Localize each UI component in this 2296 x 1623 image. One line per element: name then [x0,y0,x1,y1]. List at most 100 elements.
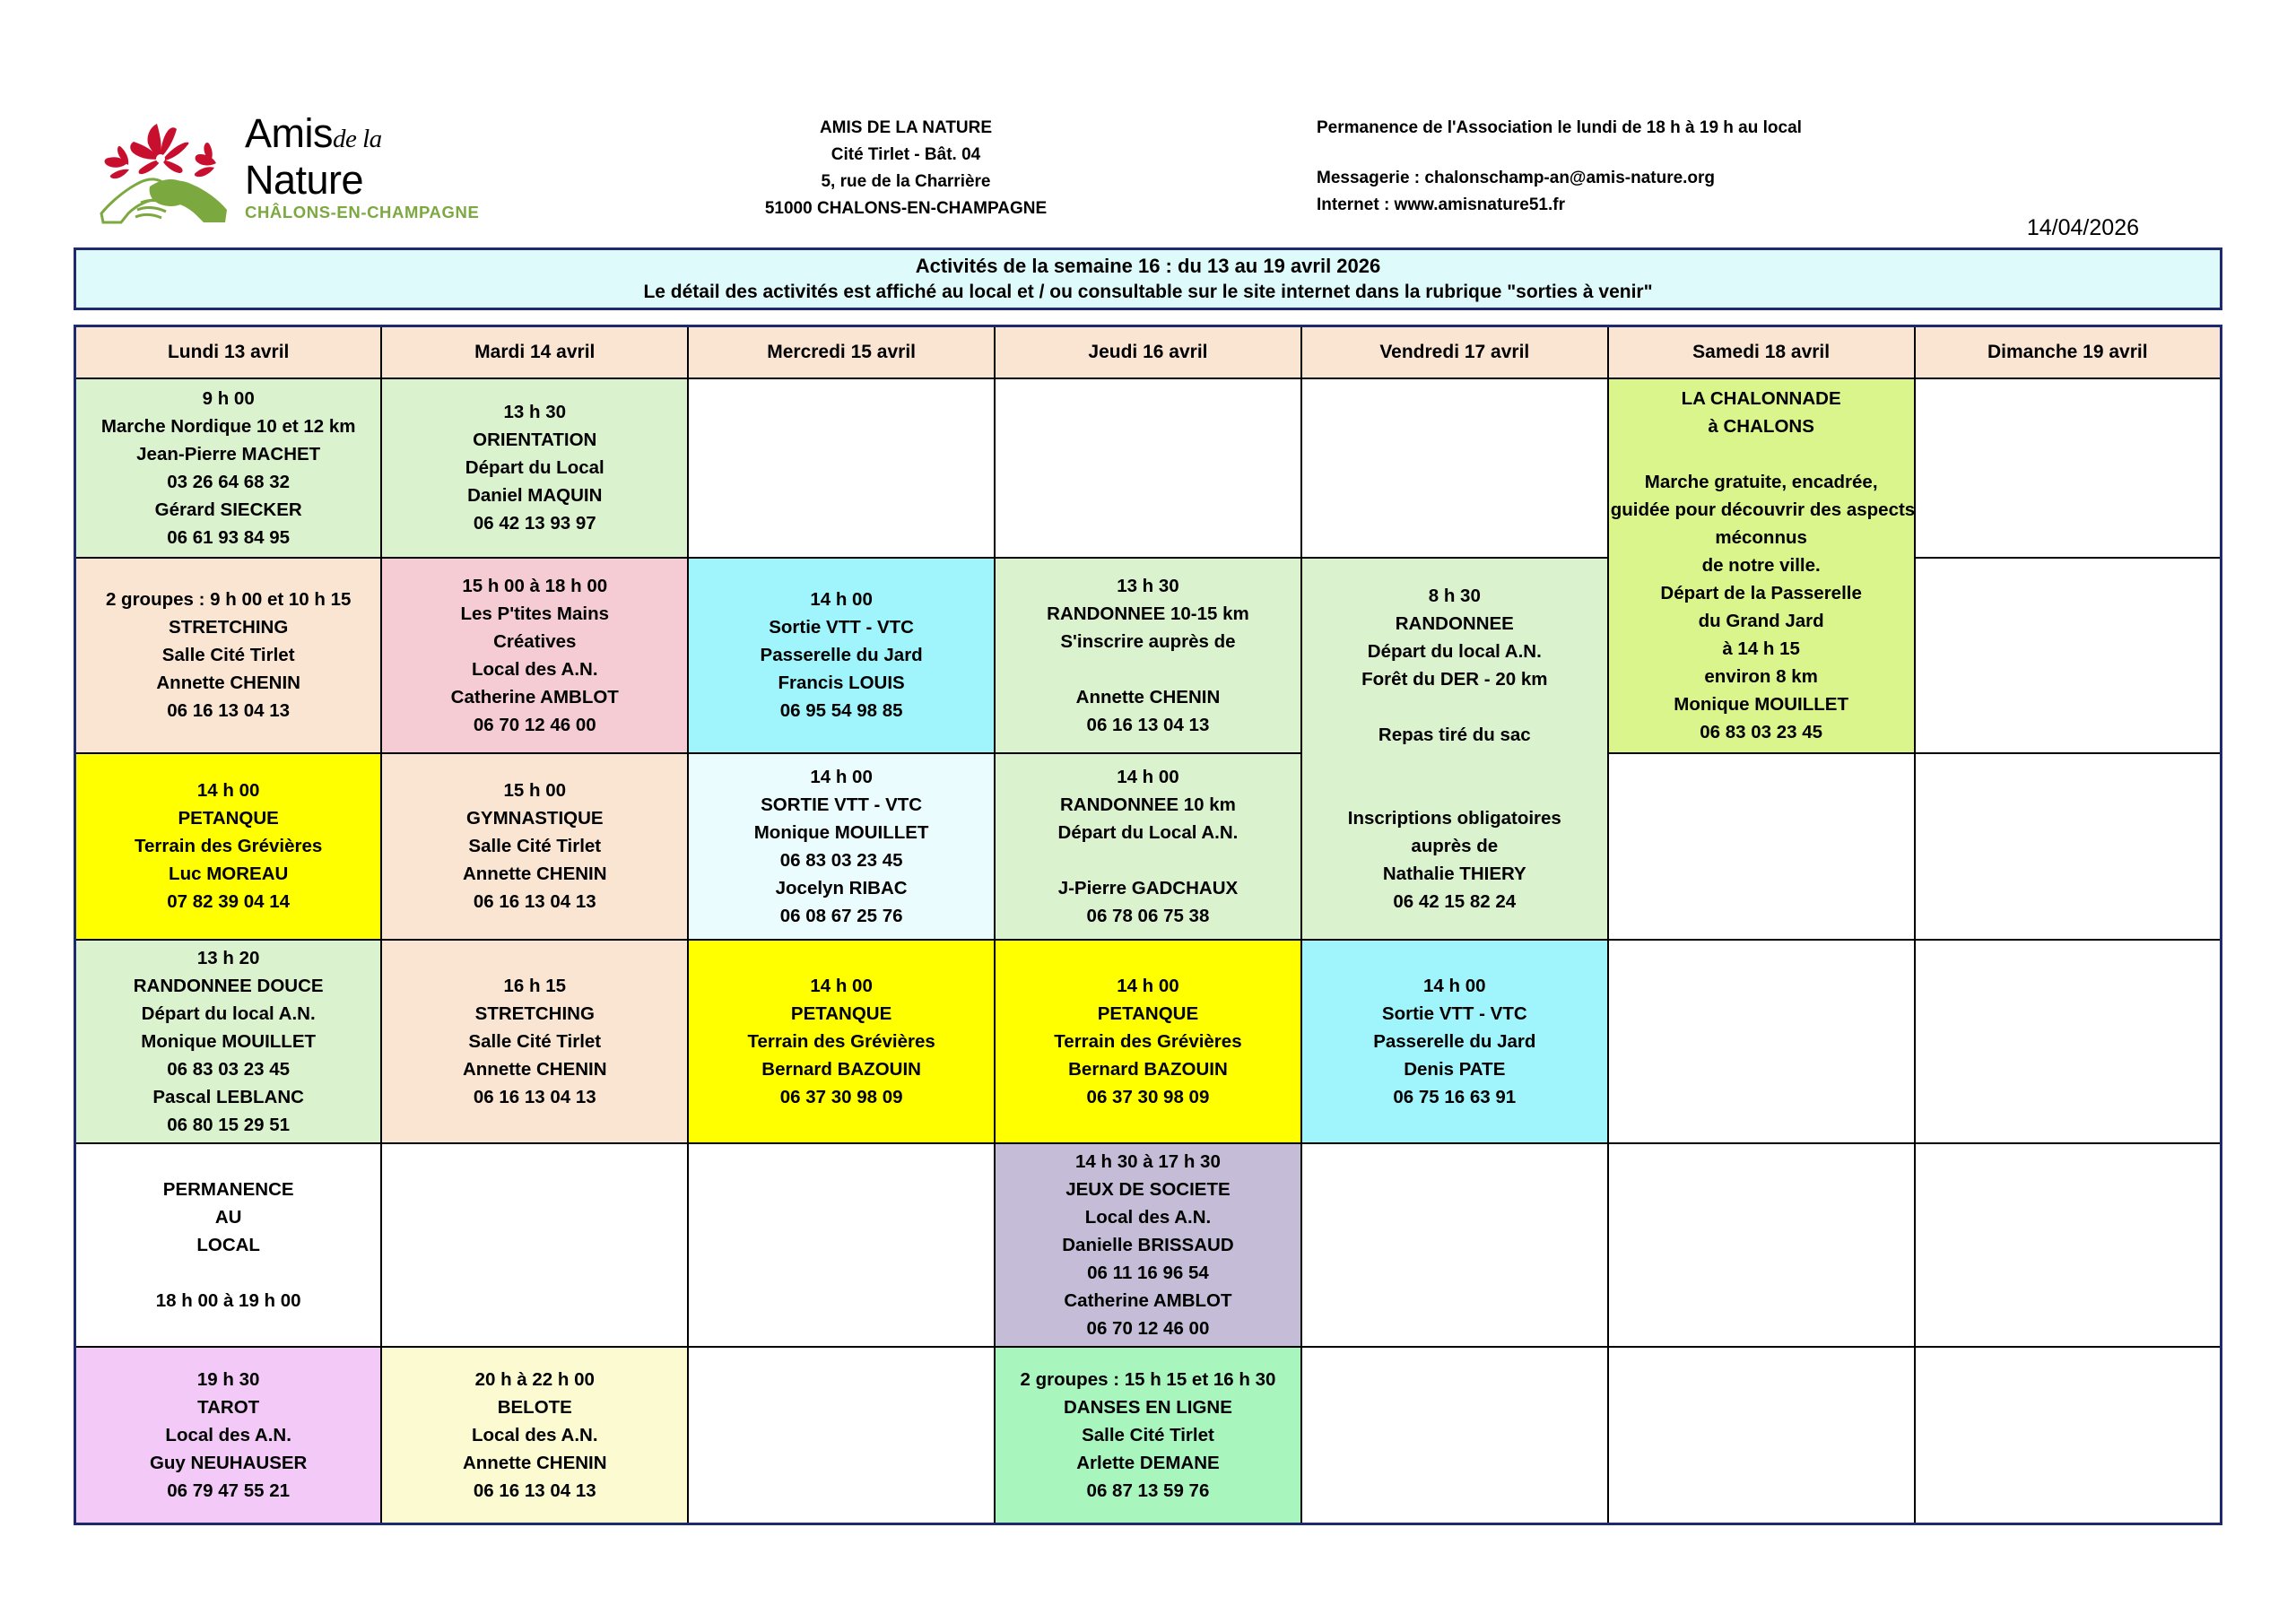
cell-line: du Grand Jard [1698,611,1824,631]
cell-line: Jean-Pierre MACHET [136,443,321,464]
cell-line: Bernard BAZOUIN [761,1058,921,1080]
table-row: 9 h 00 Marche Nordique 10 et 12 km Jean-Pi… [74,377,2222,754]
cell-line: Annette CHENIN [156,673,300,693]
cell-line: environ 8 km [1704,666,1818,687]
cell-line [78,1259,378,1287]
document-header: Amisde la Nature CHÂLONS-EN-CHAMPAGNE AM… [0,0,2296,240]
table-row: 2 groupes : 9 h 00 et 10 h 15 STRETCHING S… [74,556,2222,941]
cell-line: Départ du local A.N. [141,1002,316,1024]
association-address: AMIS DE LA NATURE Cité Tirlet - Bât. 04 … [682,115,1130,222]
cell-line: Denis PATE [1404,1058,1506,1080]
cell-line: Guy NEUHAUSER [149,1452,308,1473]
cell-line [1304,693,1605,721]
activity-cell-mercredi-1 [687,377,996,559]
cell-line: Monique MOUILLET [753,821,929,843]
cell-line: 06 83 03 23 45 [167,1058,291,1080]
cell-line: 06 87 13 59 76 [1086,1480,1210,1501]
cell-line: AU [214,1206,242,1228]
activity-cell-mercredi-6 [687,1345,996,1525]
table-row: 13 h 20 RANDONNEE DOUCE Départ du local A.… [74,938,2222,1144]
activity-cell-mercredi-petanque[interactable]: 14 h 00 PETANQUE Terrain des Grévières Bern… [687,938,996,1144]
activity-cell-vendredi-vtt[interactable]: 14 h 00 Sortie VTT - VTC Passerelle du Jar… [1300,938,1609,1144]
cell-line: 06 78 06 75 38 [1086,905,1210,926]
activity-cell-vendredi-randonnee[interactable]: 8 h 30 RANDONNEE Départ du local A.N. Forêt… [1300,556,1609,941]
activity-cell-lundi-1[interactable]: 9 h 00 Marche Nordique 10 et 12 km Jean-Pi… [74,377,383,559]
activity-cell-jeudi-jeux[interactable]: 14 h 30 à 17 h 30 JEUX DE SOCIETE Local de… [994,1141,1302,1348]
activity-cell-lundi-stretching[interactable]: 2 groupes : 9 h 00 et 10 h 15 STRETCHING S… [74,556,383,754]
cell-line: Francis LOUIS [778,673,905,693]
cell-line: Sortie VTT - VTC [1381,1002,1527,1024]
activity-cell-dimanche-5 [1913,1141,2222,1348]
activity-cell-jeudi-randonnee[interactable]: 13 h 30 RANDONNEE 10-15 km S'inscrire aupr… [994,556,1302,754]
cell-line: à 14 h 15 [1722,638,1800,659]
cell-line: Local des A.N. [472,658,598,680]
cell-line: SORTIE VTT - VTC [761,794,923,815]
cell-line: STRETCHING [169,617,289,638]
cell-line: 8 h 30 [1428,585,1481,606]
cell-line [997,655,1299,683]
cell-line: 14 h 00 [196,780,260,801]
activity-cell-samedi-chalonnade[interactable]: LA CHALONNADE à CHALONS Marche gratuite, e… [1606,377,1916,754]
activity-cell-mardi-1[interactable]: 13 h 30 ORIENTATION Départ du Local Daniel … [380,377,690,559]
cell-line: Salle Cité Tirlet [468,1030,602,1052]
document-date: 14/04/2026 [2026,215,2139,240]
activity-cell-mardi-gym[interactable]: 15 h 00 GYMNASTIQUE Salle Cité Tirlet Annet… [380,751,690,941]
day-header-mardi: Mardi 14 avril [380,325,690,379]
cell-line: 06 16 13 04 13 [473,891,596,912]
cell-line: 13 h 30 [1117,575,1179,596]
cell-line: LA CHALONNADE [1681,388,1841,409]
activity-cell-jeudi-1 [994,377,1302,559]
day-header-vendredi: Vendredi 17 avril [1300,325,1609,379]
activity-cell-mardi-belote[interactable]: 20 h à 22 h 00 BELOTE Local des A.N. Annett… [380,1345,690,1525]
cell-line: 14 h 00 [1423,975,1486,996]
cell-line: 06 61 93 84 95 [167,526,291,548]
cell-line: Annette CHENIN [462,1452,607,1473]
logo-wordmark: Amisde la Nature CHÂLONS-EN-CHAMPAGNE [245,113,550,223]
activity-cell-mardi-stretching[interactable]: 16 h 15 STRETCHING Salle Cité Tirlet Annett… [380,938,690,1144]
activity-cell-samedi-3 [1606,751,1916,941]
cell-line: 2 groupes : 9 h 00 et 10 h 15 [105,589,352,610]
cell-line: PETANQUE [790,1002,892,1024]
website-line: Internet : www.amisnature51.fr [1317,195,1565,214]
cell-line: Inscriptions obligatoires [1347,807,1561,829]
cell-line: 06 16 13 04 13 [1086,714,1210,735]
cell-line: DANSES EN LIGNE [1063,1396,1232,1418]
cell-line: 19 h 30 [196,1368,260,1390]
cell-line: TAROT [197,1396,260,1418]
cell-line: Terrain des Grévières [135,836,323,856]
activity-cell-jeudi-danses[interactable]: 2 groupes : 15 h 15 et 16 h 30 DANSES EN … [994,1345,1302,1525]
address-city: 51000 CHALONS-EN-CHAMPAGNE [764,199,1048,218]
cell-line [1304,749,1605,777]
day-header-lundi: Lundi 13 avril [74,325,383,379]
cell-line: Marche Nordique 10 et 12 km [100,415,356,437]
activity-cell-lundi-petanque[interactable]: 14 h 00 PETANQUE Terrain des Grévières Luc … [74,751,383,941]
cell-line: Danielle BRISSAUD [1062,1234,1234,1255]
day-header-mercredi: Mercredi 15 avril [687,325,996,379]
activity-cell-lundi-tarot[interactable]: 19 h 30 TAROT Local des A.N. Guy NEUHAUSER 0… [74,1345,383,1525]
cell-line: 14 h 30 à 17 h 30 [1075,1150,1221,1172]
cell-line: 14 h 00 [810,766,873,787]
cell-line: Bernard BAZOUIN [1068,1058,1228,1080]
address-name: AMIS DE LA NATURE [819,118,993,137]
activity-cell-dimanche-2 [1913,556,2222,754]
cell-line: S'inscrire auprès de [1060,630,1236,652]
activity-cell-samedi-6 [1606,1345,1916,1525]
cell-line: 06 75 16 63 91 [1393,1086,1517,1107]
activity-cell-jeudi-randonnee-10[interactable]: 14 h 00 RANDONNEE 10 km Départ du Local A.… [994,751,1302,941]
activity-cell-dimanche-3 [1913,751,2222,941]
activity-cell-lundi-permanence[interactable]: PERMANENCE AU LOCAL 18 h 00 à 19 h 00 [74,1141,383,1348]
activity-cell-mercredi-sortie-vtt[interactable]: 14 h 00 SORTIE VTT - VTC Monique MOUILLET 0… [687,751,996,941]
logo-line-amis: Amisde la [245,110,382,156]
cell-line: 06 83 03 23 45 [779,849,903,871]
activity-cell-mardi-ptites-mains[interactable]: 15 h 00 à 18 h 00 Les P'tites Mains Créati… [380,556,690,754]
cell-line: 06 37 30 98 09 [1086,1086,1210,1107]
activity-cell-lundi-randonnee-douce[interactable]: 13 h 20 RANDONNEE DOUCE Départ du local A.… [74,938,383,1144]
cell-line: Départ de la Passerelle [1660,583,1862,603]
cell-line [1611,440,1912,468]
activity-cell-mercredi-vtt[interactable]: 14 h 00 Sortie VTT - VTC Passerelle du Jar… [687,556,996,754]
cell-line: PETANQUE [1097,1002,1199,1024]
activity-cell-jeudi-petanque[interactable]: 14 h 00 PETANQUE Terrain des Grévières Bern… [994,938,1302,1144]
cell-line: J-Pierre GADCHAUX [1057,877,1239,898]
cell-line: Annette CHENIN [462,864,607,884]
permanence-note: Permanence de l'Association le lundi de … [1317,118,1802,137]
